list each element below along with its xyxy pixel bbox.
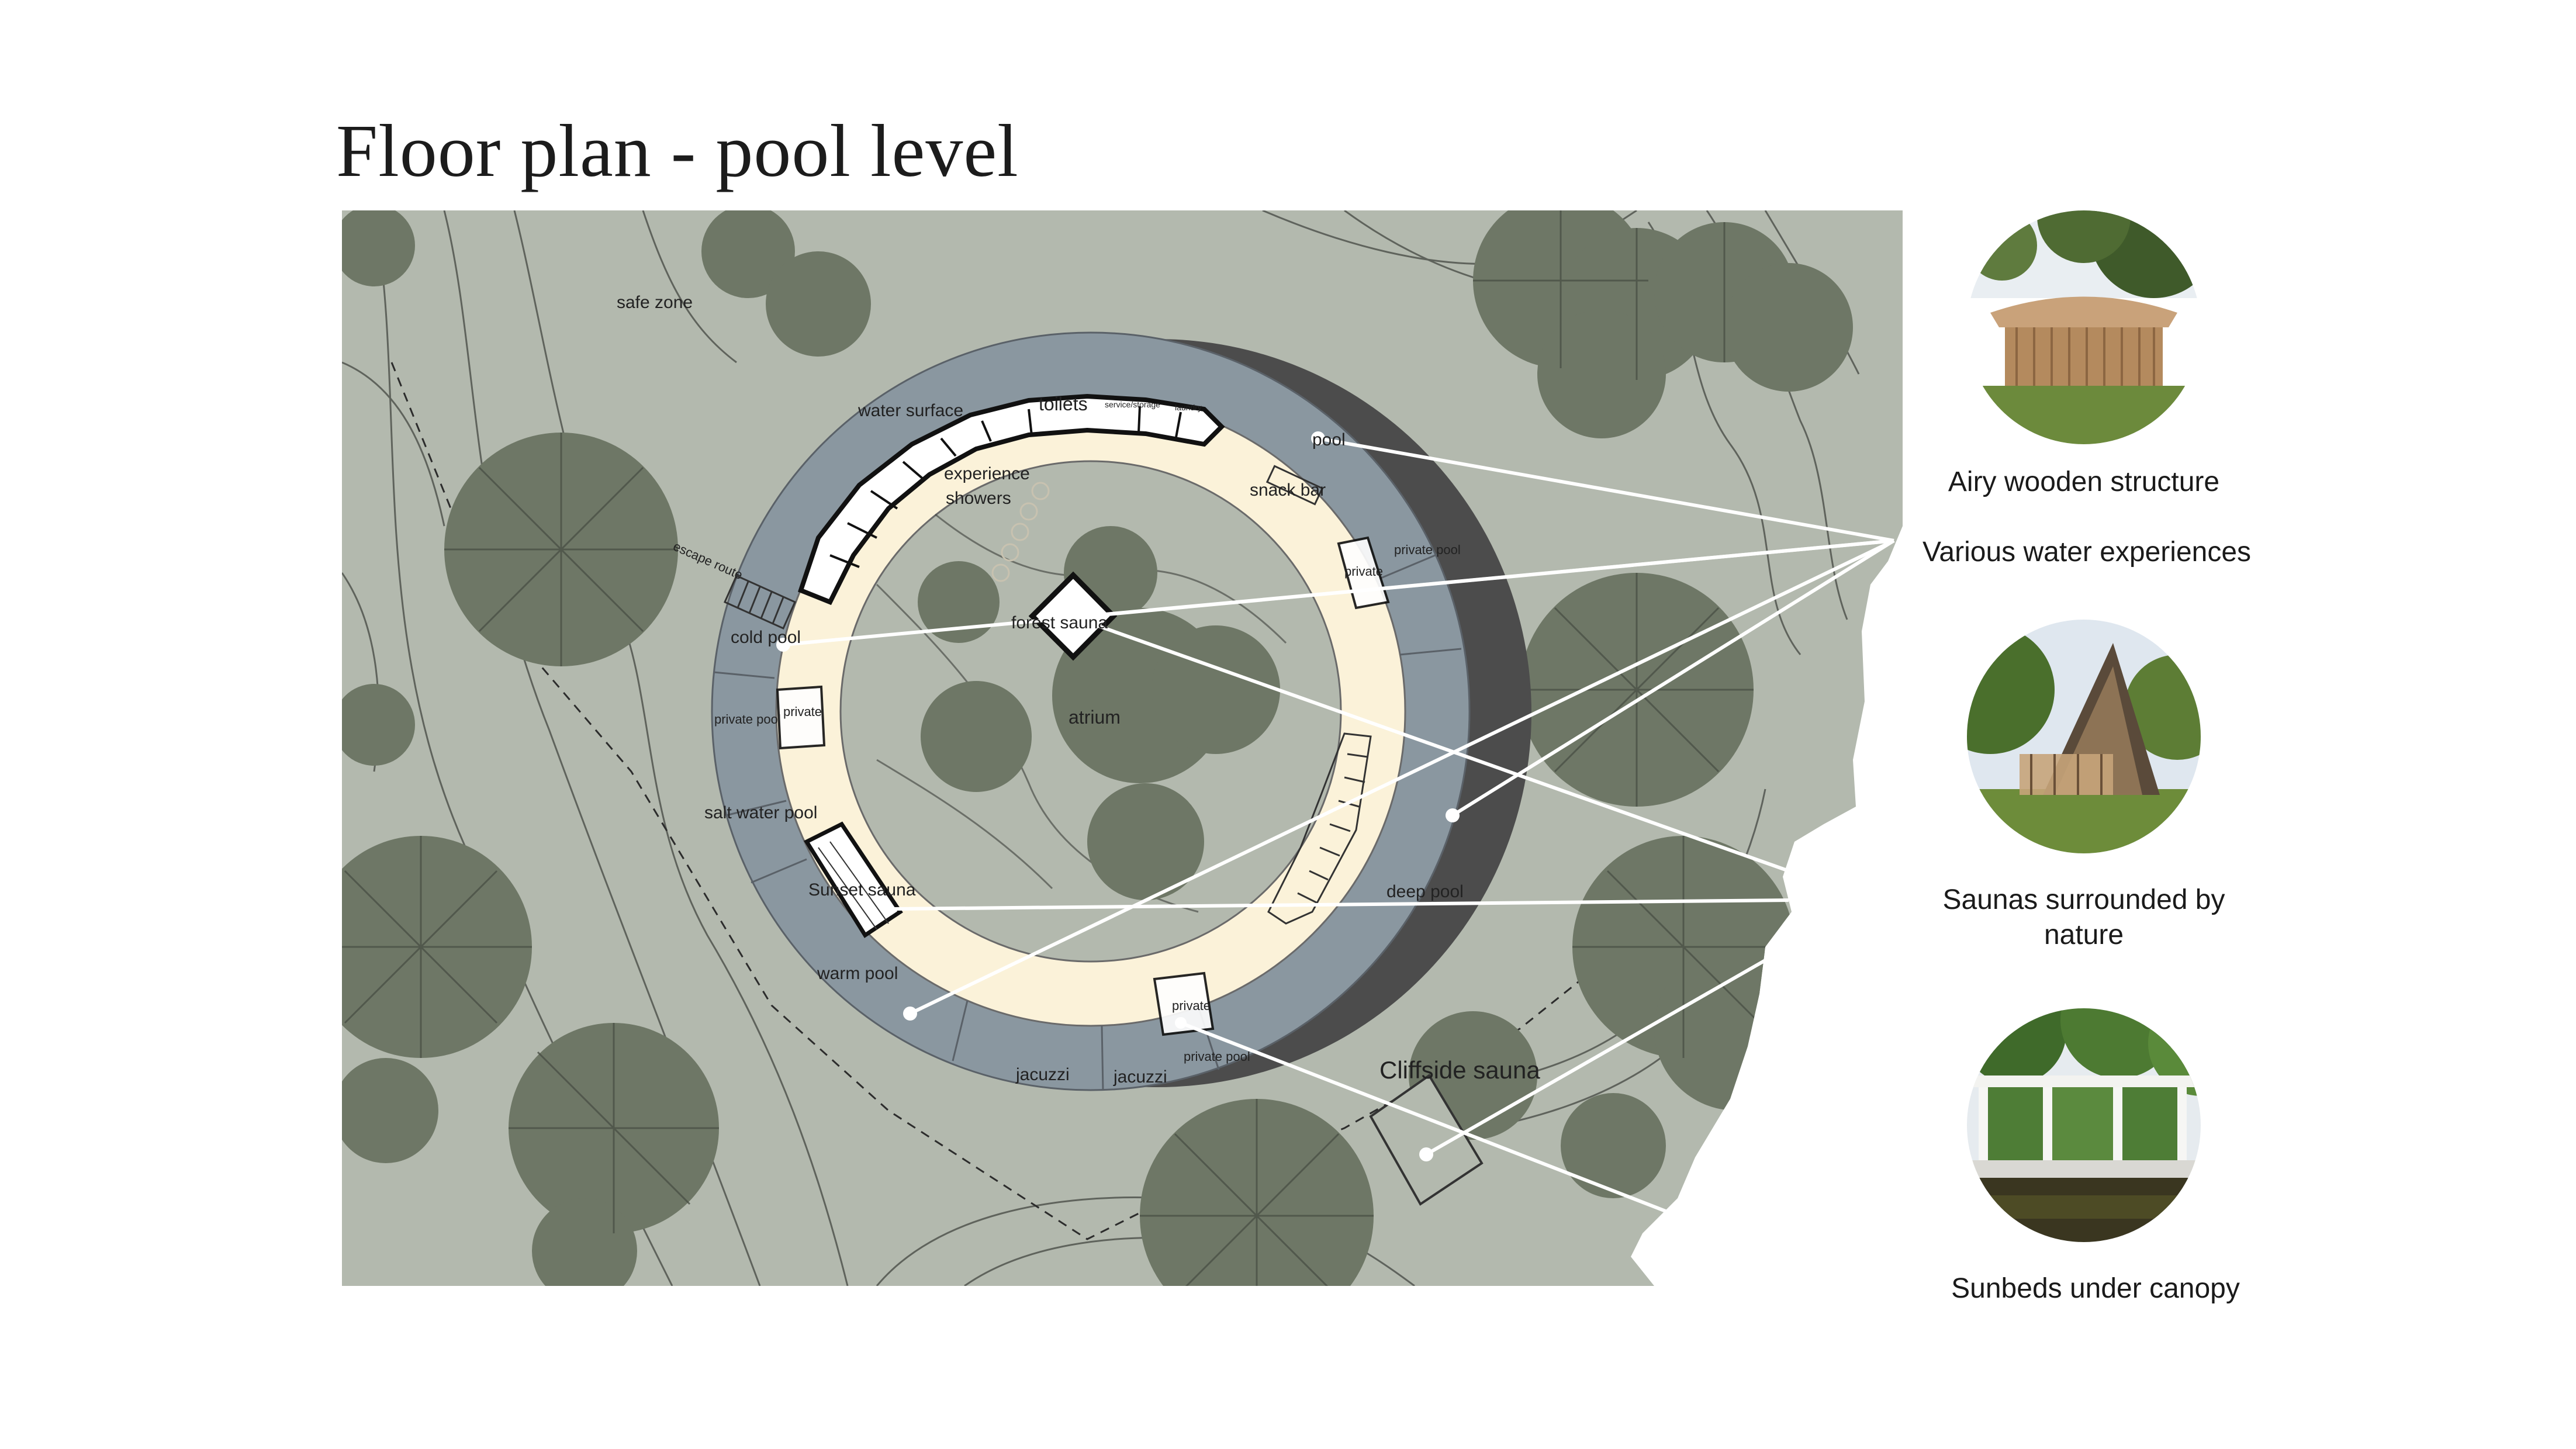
service-block — [798, 393, 1225, 606]
experience-showers — [991, 482, 1050, 582]
label-warm-pool: warm pool — [817, 964, 898, 983]
pool-divisions — [713, 553, 1462, 1091]
leader-dots — [776, 431, 1460, 1161]
poolside-canopy-photo — [1967, 1008, 2201, 1242]
private-cabins — [776, 536, 1390, 1036]
page-title: Floor plan - pool level — [336, 109, 1019, 192]
label-safe-zone: safe zone — [617, 293, 693, 312]
label-salt-water-pool: salt water pool — [704, 803, 817, 822]
wooden-pavilion-photo — [1967, 210, 2201, 444]
label-cold-pool: cold pool — [731, 628, 801, 647]
sunset-sauna — [803, 821, 903, 938]
snack-bar-counter — [1265, 465, 1324, 506]
atrium-trees — [918, 526, 1280, 900]
label-water-surface: water surface — [857, 401, 963, 420]
label-forest-sauna: forest sauna — [1011, 613, 1108, 632]
building — [711, 331, 1531, 1091]
tree — [1152, 625, 1280, 754]
plan-labels: safe zone water surface toilets service/… — [617, 293, 1540, 1087]
caption-saunas-surrounded-1: Saunas surrounded by — [1942, 884, 2225, 915]
label-laundry: laundry — [1175, 403, 1202, 412]
label-toilets: toilets — [1039, 393, 1088, 414]
label-atrium: atrium — [1069, 707, 1121, 728]
caption-saunas-surrounded-2: nature — [2043, 919, 2124, 950]
private-cabin-s — [1153, 971, 1215, 1036]
label-sunset-sauna: Sunset sauna — [808, 880, 916, 900]
label-private-pool-s: private pool — [1184, 1049, 1250, 1064]
caption-sunbeds-under-canopy: Sunbeds under canopy — [1951, 1273, 2240, 1304]
escape-route-stair — [724, 575, 796, 630]
label-private-pool-ne: private pool — [1394, 542, 1461, 557]
private-cabin-w — [776, 685, 826, 750]
label-pool: pool — [1312, 430, 1346, 449]
label-snack-bar: snack bar — [1250, 480, 1326, 500]
a-frame-sauna-photo — [1967, 620, 2201, 853]
label-experience-showers-1: experience — [944, 464, 1030, 483]
leader-lines — [783, 437, 1895, 1218]
caption-airy-wooden-structure: Airy wooden structure — [1948, 466, 2220, 497]
tree — [921, 681, 1032, 792]
tree — [1087, 783, 1204, 900]
label-deep-pool: deep pool — [1386, 882, 1464, 901]
label-service-storage: service/storage — [1105, 400, 1160, 409]
label-experience-showers-2: showers — [946, 489, 1011, 508]
label-private-ne: private — [1344, 564, 1383, 579]
tree — [918, 561, 1000, 643]
label-private-w: private — [783, 704, 822, 719]
east-stair — [1267, 732, 1372, 925]
tree-branches — [342, 210, 1794, 1286]
label-private-pool-w: private pool — [714, 712, 781, 727]
caption-various-water-experiences: Various water experiences — [1922, 537, 2252, 568]
label-private-s: private — [1172, 998, 1211, 1013]
label-jacuzzi-2: jacuzzi — [1113, 1067, 1167, 1087]
label-jacuzzi-1: jacuzzi — [1015, 1065, 1070, 1084]
label-cliffside-sauna: Cliffside sauna — [1379, 1056, 1540, 1084]
